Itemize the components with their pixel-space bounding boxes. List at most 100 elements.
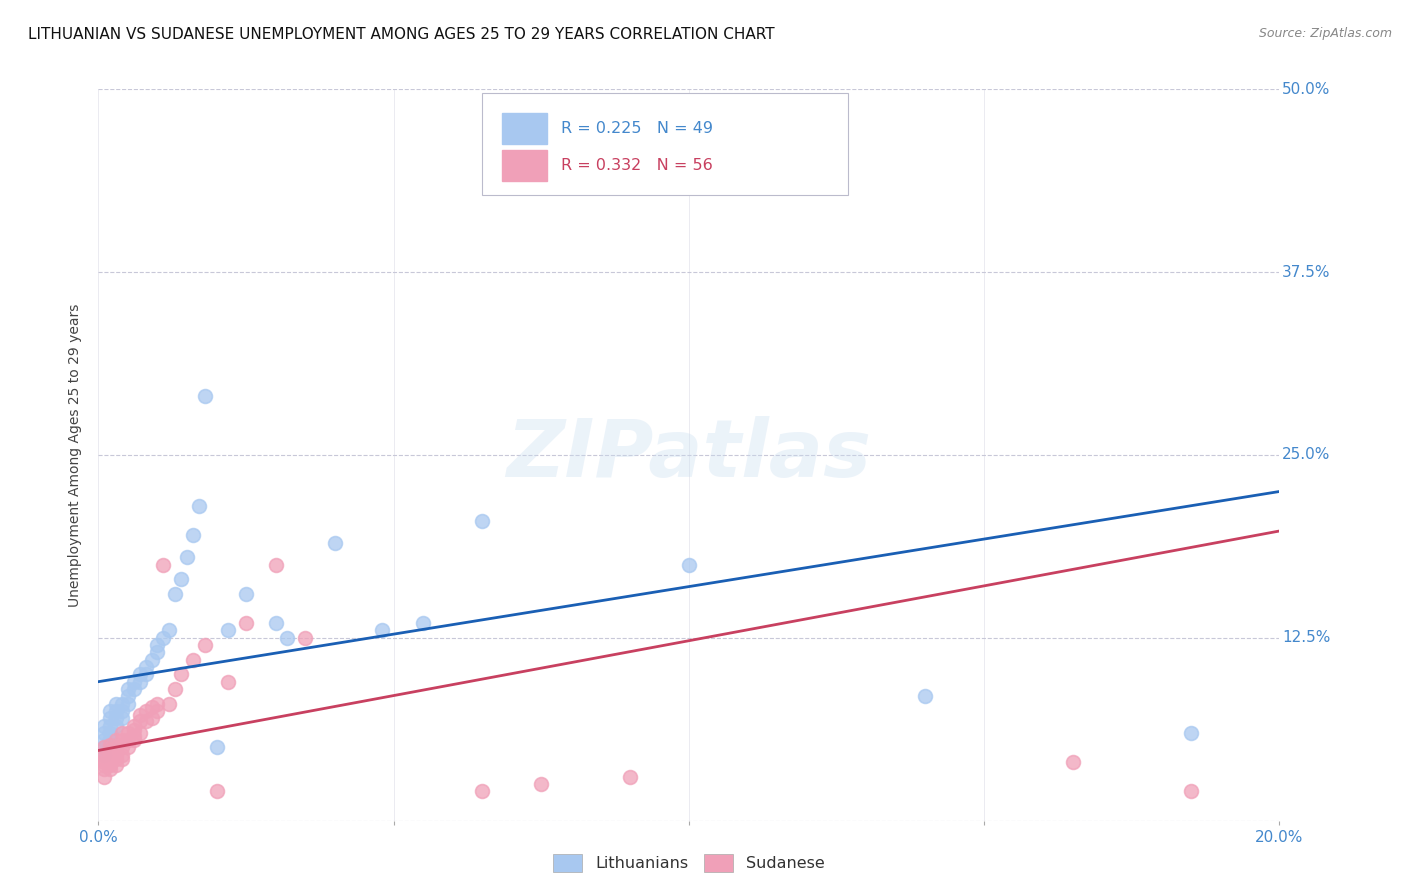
Y-axis label: Unemployment Among Ages 25 to 29 years: Unemployment Among Ages 25 to 29 years xyxy=(69,303,83,607)
Point xyxy=(135,714,157,728)
Point xyxy=(146,638,169,652)
Point xyxy=(678,558,700,572)
Point xyxy=(128,708,150,723)
Point xyxy=(235,616,257,631)
Point xyxy=(1180,784,1202,798)
Point xyxy=(93,747,115,762)
Point xyxy=(128,714,150,728)
Point xyxy=(176,550,198,565)
Point xyxy=(264,558,287,572)
Point xyxy=(170,667,193,681)
Point xyxy=(117,733,139,747)
Point xyxy=(205,740,228,755)
Point xyxy=(530,777,553,791)
Point xyxy=(111,704,134,718)
Point xyxy=(146,704,169,718)
Point xyxy=(170,572,193,586)
Point xyxy=(105,697,128,711)
Point xyxy=(294,631,316,645)
Point xyxy=(98,758,121,772)
Text: R = 0.332   N = 56: R = 0.332 N = 56 xyxy=(561,158,713,173)
Point xyxy=(105,711,128,725)
Point xyxy=(93,752,115,766)
Point xyxy=(323,535,346,549)
Point xyxy=(98,743,121,757)
Point xyxy=(93,740,115,755)
Point xyxy=(93,718,115,732)
Point xyxy=(122,681,145,696)
Point xyxy=(146,697,169,711)
Point xyxy=(235,587,257,601)
Point xyxy=(187,499,209,513)
Point xyxy=(98,718,121,732)
Point xyxy=(93,747,115,762)
Point xyxy=(128,726,150,740)
Point xyxy=(98,752,121,766)
Point xyxy=(105,718,128,732)
Point xyxy=(135,667,157,681)
Point xyxy=(93,755,115,769)
Point xyxy=(117,697,139,711)
Text: 25.0%: 25.0% xyxy=(1282,448,1330,462)
Point xyxy=(111,733,134,747)
Point xyxy=(98,755,121,769)
Point xyxy=(98,733,121,747)
FancyBboxPatch shape xyxy=(502,113,547,144)
Point xyxy=(98,738,121,752)
Point xyxy=(471,514,494,528)
Point xyxy=(122,729,145,743)
Point xyxy=(111,726,134,740)
Text: 50.0%: 50.0% xyxy=(1282,82,1330,96)
Point xyxy=(93,758,115,772)
Point xyxy=(117,681,139,696)
Point xyxy=(165,587,187,601)
Point xyxy=(111,747,134,762)
Point xyxy=(152,558,174,572)
Point xyxy=(105,740,128,755)
Text: Source: ZipAtlas.com: Source: ZipAtlas.com xyxy=(1258,27,1392,40)
Point xyxy=(194,389,217,403)
Point xyxy=(122,674,145,689)
Point xyxy=(135,660,157,674)
Point xyxy=(165,681,187,696)
Point xyxy=(141,699,163,714)
Point xyxy=(1062,755,1084,769)
FancyBboxPatch shape xyxy=(482,93,848,195)
Point xyxy=(128,667,150,681)
Point xyxy=(371,624,394,638)
Point xyxy=(93,733,115,747)
Point xyxy=(157,697,180,711)
Point xyxy=(217,674,239,689)
Point xyxy=(276,631,298,645)
Point xyxy=(98,763,121,777)
Point xyxy=(98,726,121,740)
Legend: Lithuanians, Sudanese: Lithuanians, Sudanese xyxy=(547,847,831,879)
Point xyxy=(205,784,228,798)
Point xyxy=(135,704,157,718)
Point xyxy=(146,645,169,659)
FancyBboxPatch shape xyxy=(502,150,547,180)
Point xyxy=(412,616,434,631)
Point xyxy=(93,740,115,755)
Point xyxy=(117,740,139,755)
Point xyxy=(105,704,128,718)
Point xyxy=(157,624,180,638)
Point xyxy=(111,697,134,711)
Point xyxy=(141,653,163,667)
Point xyxy=(152,631,174,645)
Point xyxy=(117,690,139,704)
Text: 37.5%: 37.5% xyxy=(1282,265,1330,279)
Point xyxy=(93,770,115,784)
Point xyxy=(128,674,150,689)
Point xyxy=(264,616,287,631)
Text: R = 0.225   N = 49: R = 0.225 N = 49 xyxy=(561,121,713,136)
Point xyxy=(619,770,641,784)
Point xyxy=(181,653,204,667)
Point xyxy=(141,711,163,725)
Point xyxy=(122,718,145,732)
Point xyxy=(471,784,494,798)
Point xyxy=(111,711,134,725)
Text: 12.5%: 12.5% xyxy=(1282,631,1330,645)
Point xyxy=(122,723,145,737)
Point xyxy=(194,638,217,652)
